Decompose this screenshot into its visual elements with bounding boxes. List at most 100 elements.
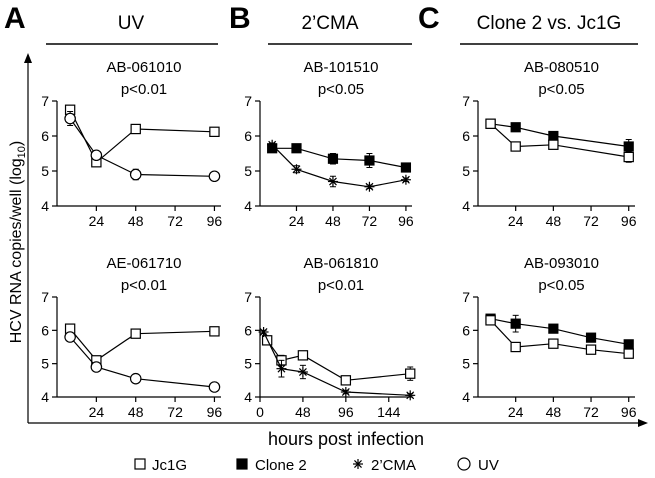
data-point (297, 367, 308, 377)
y-tick-label: 7 (244, 289, 252, 305)
y-tick-label: 6 (244, 128, 252, 144)
chart-subtitle: p<0.01 (121, 81, 167, 98)
series-jc1g (485, 315, 634, 359)
x-tick-label: 24 (289, 213, 305, 229)
data-point (291, 143, 302, 154)
x-tick-label: 96 (621, 213, 637, 229)
x-tick-label: 96 (207, 404, 223, 420)
data-point-stroke (298, 368, 307, 376)
y-tick-label: 4 (41, 389, 49, 405)
legend-marker-open-circle (457, 457, 471, 471)
data-point-stroke (292, 165, 301, 174)
chart-title: AE-061710 (106, 255, 181, 272)
data-point (485, 315, 496, 326)
chart-title: AB-101510 (303, 59, 378, 76)
data-point (364, 181, 375, 192)
legend-item-jc1g: Jc1G (134, 457, 187, 474)
legend-marker-asterisk (353, 459, 363, 469)
legend-item-2cma: 2’CMA (353, 457, 416, 474)
data-point (64, 112, 76, 125)
y-tick-label: 5 (462, 356, 470, 372)
legend-marker-filled-square (236, 458, 248, 470)
y-tick-label: 4 (41, 198, 49, 214)
x-tick-label: 24 (89, 213, 105, 229)
x-axis-title: hours post infection (268, 429, 424, 449)
data-point (340, 375, 352, 386)
data-point (327, 176, 338, 187)
x-tick-label: 96 (621, 404, 637, 420)
y-axis-title: HCV RNA copies/well (log10) (8, 141, 28, 344)
y-tick-label: 6 (41, 322, 49, 338)
x-tick-label: 24 (508, 404, 524, 420)
y-tick-label: 7 (462, 289, 470, 305)
chart-ab-093010: AB-093010 p<0.05 4 5 6 7 24 48 72 96 (462, 255, 637, 420)
data-point (405, 390, 416, 401)
x-tick-label: 48 (128, 213, 144, 229)
y-tick-label: 5 (244, 163, 252, 179)
x-tick-label: 48 (128, 404, 144, 420)
panel-b-header: B 2’CMA (229, 2, 412, 45)
y-tick-label: 6 (462, 322, 470, 338)
legend: Jc1G Clone 2 2’CMA UV (134, 457, 499, 474)
data-point-stroke (329, 177, 337, 186)
legend-asterisk-glyph-stroke (354, 460, 362, 468)
panel-title-a: UV (118, 13, 145, 34)
data-point (209, 326, 220, 337)
data-point (400, 162, 412, 173)
series-line (69, 118, 215, 177)
y-tick-label: 6 (41, 128, 49, 144)
data-point (276, 363, 287, 374)
legend-item-clone-2: Clone 2 (236, 457, 307, 474)
panel-title-b: 2’CMA (301, 13, 358, 34)
legend-label-uv: UV (478, 457, 499, 474)
chart-ae-061710: AE-061710 p<0.01 4 5 6 7 24 48 72 96 (41, 255, 222, 420)
legend-label-2cma: 2’CMA (371, 457, 416, 474)
data-point (258, 327, 269, 337)
x-tick-label: 72 (167, 404, 183, 420)
data-point (585, 332, 597, 343)
legend-label-jc1g: Jc1G (152, 457, 187, 474)
data-point (623, 151, 634, 163)
series-uv (64, 111, 221, 183)
legend-item-uv: UV (457, 457, 499, 474)
x-tick-label: 144 (377, 404, 401, 420)
y-tick-label: 4 (462, 198, 470, 214)
data-point (510, 318, 521, 329)
data-point (623, 339, 634, 350)
data-point (64, 331, 76, 343)
chart-subtitle: p<0.05 (318, 81, 364, 98)
data-point (129, 372, 142, 385)
data-point (548, 139, 559, 150)
y-tick-label: 7 (41, 289, 49, 305)
x-tick-label: 24 (89, 404, 105, 420)
panel-title-c: Clone 2 vs. Jc1G (477, 13, 622, 34)
y-axis-arrow (24, 53, 32, 423)
x-tick-label: 72 (583, 213, 599, 229)
data-point (485, 118, 496, 129)
data-point (548, 130, 559, 142)
panel-a-header: A UV (4, 2, 218, 45)
data-point (208, 170, 221, 183)
y-tick-label: 5 (244, 356, 252, 372)
chart-subtitle: p<0.05 (538, 277, 584, 294)
y-tick-label: 7 (244, 93, 252, 109)
data-point-stroke (341, 388, 350, 396)
data-point (510, 141, 521, 152)
legend-asterisk-glyph (353, 459, 363, 469)
chart-title: AB-061810 (303, 255, 378, 272)
chart-title: AB-061010 (106, 59, 181, 76)
series-line (266, 339, 411, 381)
data-point-stroke (268, 140, 277, 149)
series-jc1g (64, 104, 220, 168)
series-line (69, 336, 215, 388)
series-line (69, 328, 215, 362)
panel-letter-c: C (418, 2, 440, 35)
x-tick-label: 96 (398, 213, 414, 229)
chart-ab-080510: AB-080510 p<0.05 4 5 6 7 24 48 72 96 (462, 59, 637, 229)
series-clone-2 (485, 313, 634, 350)
data-point (585, 344, 597, 355)
y-tick-label: 4 (244, 198, 252, 214)
series-line (490, 123, 629, 148)
